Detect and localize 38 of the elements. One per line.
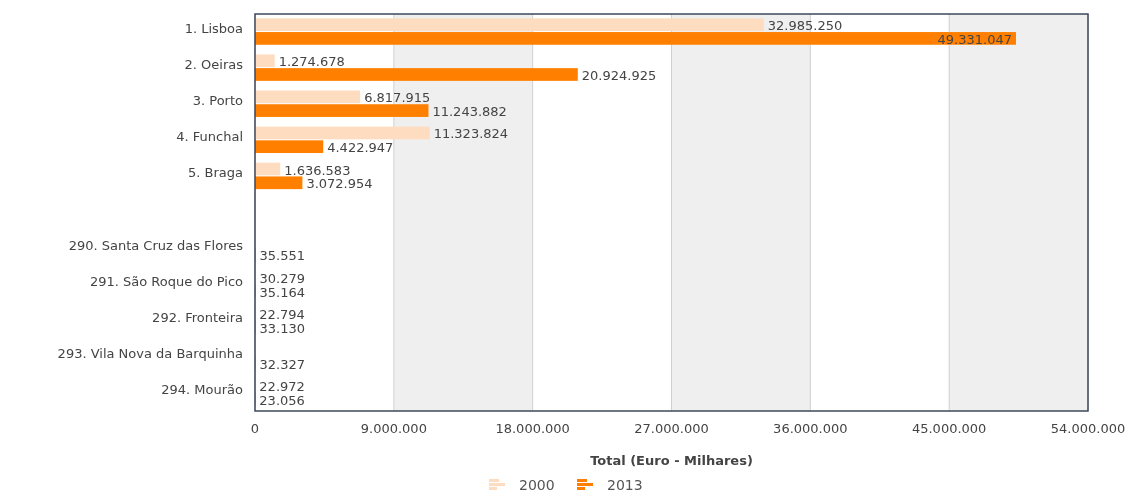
data-label: 11.323.824 [433,126,509,142]
data-label: 6.817.915 [364,90,431,106]
y-tick-label: 1. Lisboa [184,21,243,37]
data-label: 20.924.925 [581,67,657,83]
legend-label: 2013 [607,477,643,493]
y-tick-label: 291. São Roque do Pico [89,273,244,289]
data-label: 32.327 [259,356,305,372]
x-tick-label: 45.000.000 [911,421,987,436]
data-label: 11.243.882 [432,104,507,120]
y-tick-label: 290. Santa Cruz das Flores [68,237,244,253]
data-label: 1.274.678 [278,54,345,70]
data-label: 22.794 [259,306,305,322]
y-tick-label: 5. Braga [188,165,243,181]
data-label: 30.279 [259,270,305,286]
data-label: 33.130 [259,320,306,336]
legend-label: 2000 [519,477,555,493]
x-axis-title: Total (Euro - Milhares) [590,453,753,468]
data-label: 22.972 [259,379,305,395]
x-tick-label: 54.000.000 [1050,421,1126,436]
y-tick-label: 4. Funchal [176,129,243,145]
x-tick-label: 36.000.000 [773,421,848,436]
data-label: 4.422.947 [327,140,394,156]
data-label: 23.056 [259,392,305,408]
x-tick-label: 0 [250,421,260,436]
data-label: 1.636.583 [284,162,351,178]
y-tick-label: 3. Porto [192,93,244,109]
y-tick-label: 2. Oeiras [184,57,244,73]
x-tick-label: 9.000.000 [360,421,427,436]
data-label: 35.164 [259,284,306,300]
data-label: 32.985.250 [767,18,843,34]
y-tick-label: 293. Vila Nova da Barquinha [57,345,243,361]
data-label: 35.551 [259,248,306,264]
y-tick-label: 294. Mourão [161,381,244,397]
data-label: 49.331.047 [937,31,1012,47]
data-label: 3.072.954 [306,176,373,192]
x-tick-label: 18.000.000 [495,421,570,436]
y-tick-label: 292. Fronteira [152,309,243,325]
x-tick-label: 27.000.000 [634,421,709,436]
